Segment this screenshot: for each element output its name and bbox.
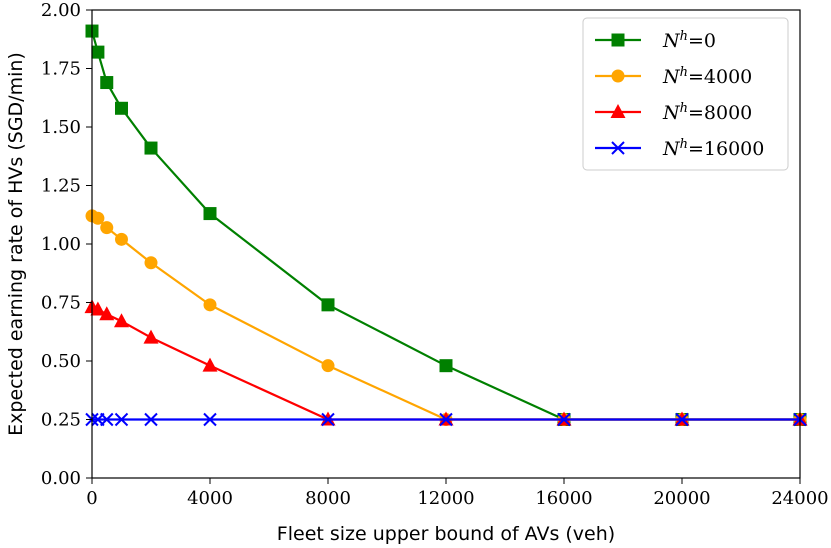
data-point-3-3	[114, 412, 129, 427]
axes: 0 4000 8000 12000 16000 20000 24000 0.00 0.25 0.5…	[5, 0, 829, 545]
data-point-0-4	[144, 141, 158, 155]
data-point-1-4	[144, 256, 158, 270]
data-point-0-3	[115, 101, 128, 115]
legend-label-0: Nh=0	[662, 29, 716, 53]
data-point-2-1	[90, 301, 106, 316]
y-tick-label-1: 0.25	[41, 410, 81, 431]
data-point-0-7	[439, 359, 453, 373]
legend-item-3: Nh=16000	[595, 137, 764, 161]
legend-label-3: Nh=16000	[662, 137, 764, 161]
y-tick-label-0: 0.00	[41, 468, 81, 489]
x-tick-label-3: 12000	[417, 488, 474, 509]
series-3	[85, 412, 807, 427]
data-point-1-3	[115, 232, 128, 246]
data-point-3-9	[675, 412, 689, 427]
x-axis-title: Fleet size upper bound of AVs (veh)	[277, 523, 615, 545]
series-line-1	[91, 214, 800, 421]
legend-box	[582, 17, 789, 171]
x-tick-label-0: 0	[86, 488, 97, 509]
y-tick-label-2: 0.50	[41, 351, 81, 372]
y-tick-label-4: 1.00	[41, 234, 81, 255]
data-point-3-6	[321, 412, 335, 427]
data-point-3-4	[144, 412, 158, 427]
x-tick-label-5: 20000	[653, 488, 710, 509]
y-axis-title: Expected earning rate of HVs (SGD/min)	[5, 52, 27, 436]
data-point-1-5	[203, 298, 217, 312]
x-tick-label-4: 16000	[535, 488, 592, 509]
x-tick-label-1: 4000	[187, 488, 233, 509]
data-point-1-1	[91, 211, 105, 225]
y-tick-label-3: 0.75	[41, 293, 81, 314]
legend-marker-3	[611, 141, 625, 155]
data-point-0-6	[321, 298, 335, 312]
y-tick-label-8: 2.00	[41, 0, 81, 21]
data-point-1-2	[100, 221, 114, 235]
legend-item-0: Nh=0	[595, 29, 716, 53]
y-tick-label-5: 1.25	[41, 176, 81, 197]
data-point-2-2	[99, 306, 115, 321]
legend-label-2: Nh=8000	[662, 101, 752, 125]
data-point-0-1	[91, 45, 105, 59]
legend-marker-2	[610, 104, 626, 118]
y-tick-label-7: 1.75	[41, 59, 81, 80]
x-tick-label-6: 24000	[771, 488, 828, 509]
legend-item-2: Nh=8000	[595, 101, 752, 125]
legend-marker-0	[611, 33, 625, 47]
y-tick-label-6: 1.50	[41, 117, 81, 138]
data-point-1-6	[321, 359, 335, 373]
legend-item-1: Nh=4000	[595, 65, 752, 89]
plot-area	[84, 24, 808, 427]
data-point-2-5	[202, 357, 218, 372]
legend: Nh=0 Nh=4000 Nh=8000 Nh=16000	[582, 17, 789, 171]
data-point-2-4	[143, 329, 159, 344]
data-point-3-2	[100, 412, 114, 427]
data-point-3-7	[439, 412, 453, 427]
data-point-3-5	[203, 412, 217, 427]
data-point-0-5	[203, 207, 217, 221]
series-1	[85, 209, 807, 426]
data-point-2-3	[114, 313, 129, 328]
legend-marker-1	[611, 69, 625, 83]
data-point-3-8	[557, 412, 571, 427]
data-point-0-2	[100, 76, 114, 90]
legend-label-1: Nh=4000	[662, 65, 752, 89]
x-tick-label-2: 8000	[305, 488, 351, 509]
